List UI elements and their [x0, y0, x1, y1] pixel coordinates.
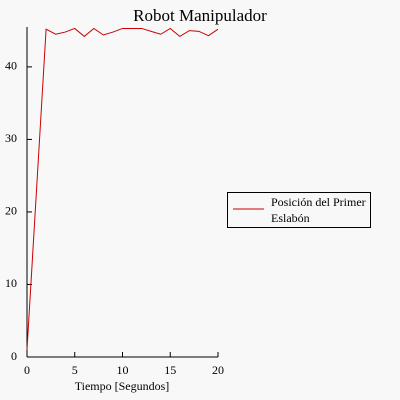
chart-title: Robot Manipulador — [133, 6, 267, 25]
y-tick-label: 40 — [5, 59, 17, 73]
line — [26, 27, 219, 350]
y-tick-label: 20 — [5, 204, 17, 218]
legend-swatch-box — [233, 208, 264, 210]
legend: Posición del Primer Eslabón — [227, 192, 371, 228]
y-tick-label: 10 — [5, 276, 17, 290]
y-tick-label: 0 — [11, 349, 17, 363]
x-tick-label: 5 — [72, 363, 78, 377]
x-axis-label: Tiempo [Segundos] — [75, 379, 170, 393]
y-tick-label: 30 — [5, 131, 17, 145]
x-tick-label: 0 — [24, 363, 30, 377]
x-tick-label: 15 — [164, 363, 176, 377]
x-tick-label: 10 — [117, 363, 129, 377]
legend-label: Posición del Primer Eslabón — [271, 195, 366, 225]
x-tick-label: 20 — [212, 363, 224, 377]
